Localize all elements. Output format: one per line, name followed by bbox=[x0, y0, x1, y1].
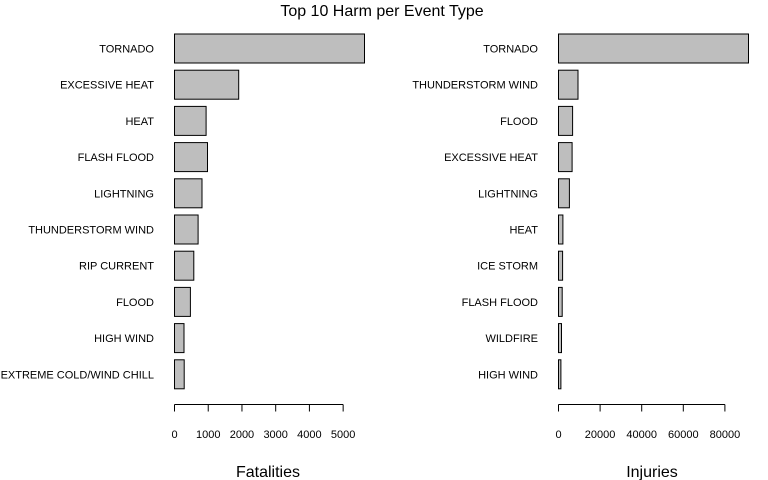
injuries-bar bbox=[558, 214, 564, 245]
fatalities-category-label: TORNADO bbox=[99, 44, 154, 56]
fatalities-tick-label: 1000 bbox=[196, 429, 220, 441]
fatalities-category-label: FLASH FLOOD bbox=[78, 152, 154, 164]
injuries-panel: TORNADO THUNDERSTORM WIND FLOOD EXCESSIVE H… bbox=[412, 33, 749, 480]
fatalities-category-label: THUNDERSTORM WIND bbox=[28, 225, 154, 237]
fatalities-bar bbox=[174, 33, 365, 64]
fatalities-tick-label: 4000 bbox=[297, 429, 321, 441]
injuries-category-label: TORNADO bbox=[483, 44, 538, 56]
injuries-category-label: FLASH FLOOD bbox=[462, 297, 538, 309]
injuries-bar bbox=[558, 33, 749, 64]
fatalities-panel: TORNADO EXCESSIVE HEAT HEAT FLASH FLOOD LIGH… bbox=[1, 33, 365, 480]
fatalities-bar bbox=[174, 250, 195, 281]
injuries-category-label: HIGH WIND bbox=[478, 369, 538, 381]
fatalities-bar bbox=[174, 142, 208, 173]
injuries-category-label: ICE STORM bbox=[477, 261, 538, 273]
fatalities-bar bbox=[174, 214, 199, 245]
fatalities-category-label: HIGH WIND bbox=[94, 333, 154, 345]
fatalities-tick-label: 3000 bbox=[263, 429, 287, 441]
injuries-tick-label: 20000 bbox=[585, 429, 616, 441]
injuries-category-label: HEAT bbox=[509, 225, 538, 237]
injuries-tick-label: 80000 bbox=[710, 429, 741, 441]
injuries-bar bbox=[558, 286, 563, 317]
injuries-bar bbox=[558, 178, 570, 209]
injuries-bar bbox=[558, 69, 579, 100]
fatalities-category-label: HEAT bbox=[125, 116, 154, 128]
injuries-tick-label: 40000 bbox=[626, 429, 657, 441]
injuries-tick-label: 0 bbox=[555, 429, 561, 441]
fatalities-bar bbox=[174, 323, 185, 354]
fatalities-tick-label: 2000 bbox=[230, 429, 254, 441]
injuries-bar bbox=[558, 323, 562, 354]
fatalities-category-label: EXCESSIVE HEAT bbox=[60, 80, 154, 92]
fatalities-bar bbox=[174, 69, 240, 100]
fatalities-bar bbox=[174, 286, 191, 317]
fatalities-tick-label: 0 bbox=[171, 429, 177, 441]
fatalities-category-label: RIP CURRENT bbox=[79, 261, 154, 273]
fatalities-category-label: LIGHTNING bbox=[94, 188, 154, 200]
injuries-bar bbox=[558, 250, 564, 281]
injuries-category-label: LIGHTNING bbox=[478, 188, 538, 200]
fatalities-bar bbox=[174, 178, 203, 209]
injuries-category-label: EXCESSIVE HEAT bbox=[444, 152, 538, 164]
injuries-category-label: FLOOD bbox=[500, 116, 538, 128]
injuries-tick-label: 60000 bbox=[668, 429, 699, 441]
injuries-bar bbox=[558, 359, 562, 390]
injuries-bar bbox=[558, 105, 574, 136]
injuries-category-label: THUNDERSTORM WIND bbox=[412, 80, 538, 92]
fatalities-axis-title: Fatalities bbox=[236, 464, 300, 480]
fatalities-category-label: FLOOD bbox=[116, 297, 154, 309]
fatalities-category-label: EXTREME COLD/WIND CHILL bbox=[1, 369, 154, 381]
fatalities-bar bbox=[174, 359, 185, 390]
fatalities-tick-label: 5000 bbox=[331, 429, 355, 441]
injuries-axis-title: Injuries bbox=[626, 464, 678, 480]
injuries-category-label: WILDFIRE bbox=[485, 333, 538, 345]
injuries-bar bbox=[558, 142, 573, 173]
fatalities-bar bbox=[174, 105, 207, 136]
chart-title: Top 10 Harm per Event Type bbox=[280, 3, 483, 20]
